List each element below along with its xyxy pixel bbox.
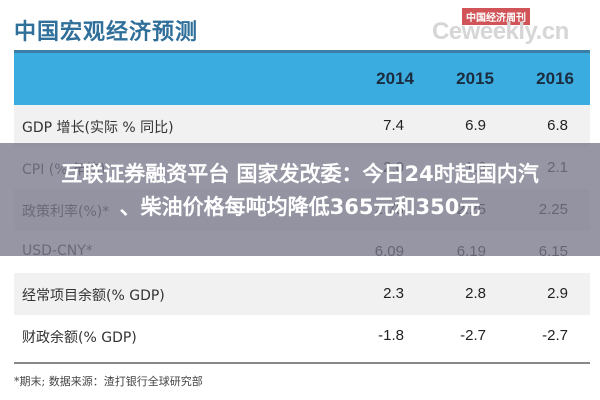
column-header-2014: 2014	[376, 69, 414, 88]
row-label: 财政余额(% GDP)	[22, 330, 137, 346]
table-row: 财政余额(% GDP) -1.8 -2.7 -2.7	[14, 315, 590, 357]
table-row: 经常项目余额(% GDP) 2.3 2.8 2.9	[14, 273, 590, 315]
cell-value: -2.7	[460, 327, 486, 344]
caption-text: 互联证券融资平台 国家发改委：今日24时起国内汽 、柴油价格每吨均降低365元和…	[0, 158, 600, 224]
cell-value: 6.8	[547, 117, 568, 134]
cell-value: -1.8	[378, 327, 404, 344]
column-header-2016: 2016	[536, 69, 574, 88]
cell-value: 2.8	[465, 285, 486, 302]
cell-value: 2.9	[547, 285, 568, 302]
page-title: 中国宏观经济预测	[14, 20, 199, 45]
table-row: GDP 增长(实际 % 同比) 7.4 6.9 6.8	[14, 105, 590, 147]
footnote: *期末; 数据来源：渣打银行全球研究部	[14, 375, 203, 388]
column-header-2015: 2015	[456, 69, 494, 88]
bottom-divider	[14, 362, 590, 364]
ceweekly-logo: 中国经济周刊 Ceweekly.cn	[420, 6, 580, 46]
cell-value: 2.3	[383, 285, 404, 302]
cell-value: 7.4	[383, 117, 404, 134]
row-label: GDP 增长(实际 % 同比)	[22, 120, 174, 136]
row-label: 经常项目余额(% GDP)	[22, 288, 165, 304]
caption-overlay	[0, 143, 600, 256]
cell-value: -2.7	[542, 327, 568, 344]
table-header: 2014 2015 2016	[14, 50, 590, 105]
cell-value: 6.9	[465, 117, 486, 134]
caption-line-1: 互联证券融资平台 国家发改委：今日24时起国内汽	[61, 162, 539, 186]
logo-text: Ceweekly.cn	[432, 18, 569, 45]
caption-line-2: 、柴油价格每吨均降低365元和350元	[119, 195, 481, 219]
logo-badge: 中国经济周刊	[462, 8, 530, 25]
